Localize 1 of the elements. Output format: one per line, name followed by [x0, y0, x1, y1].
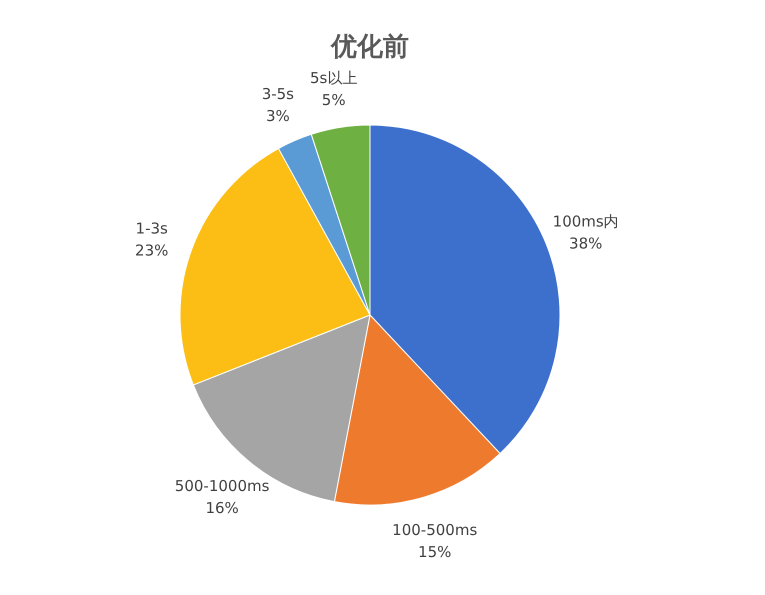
chart-title: 优化前	[330, 32, 409, 62]
